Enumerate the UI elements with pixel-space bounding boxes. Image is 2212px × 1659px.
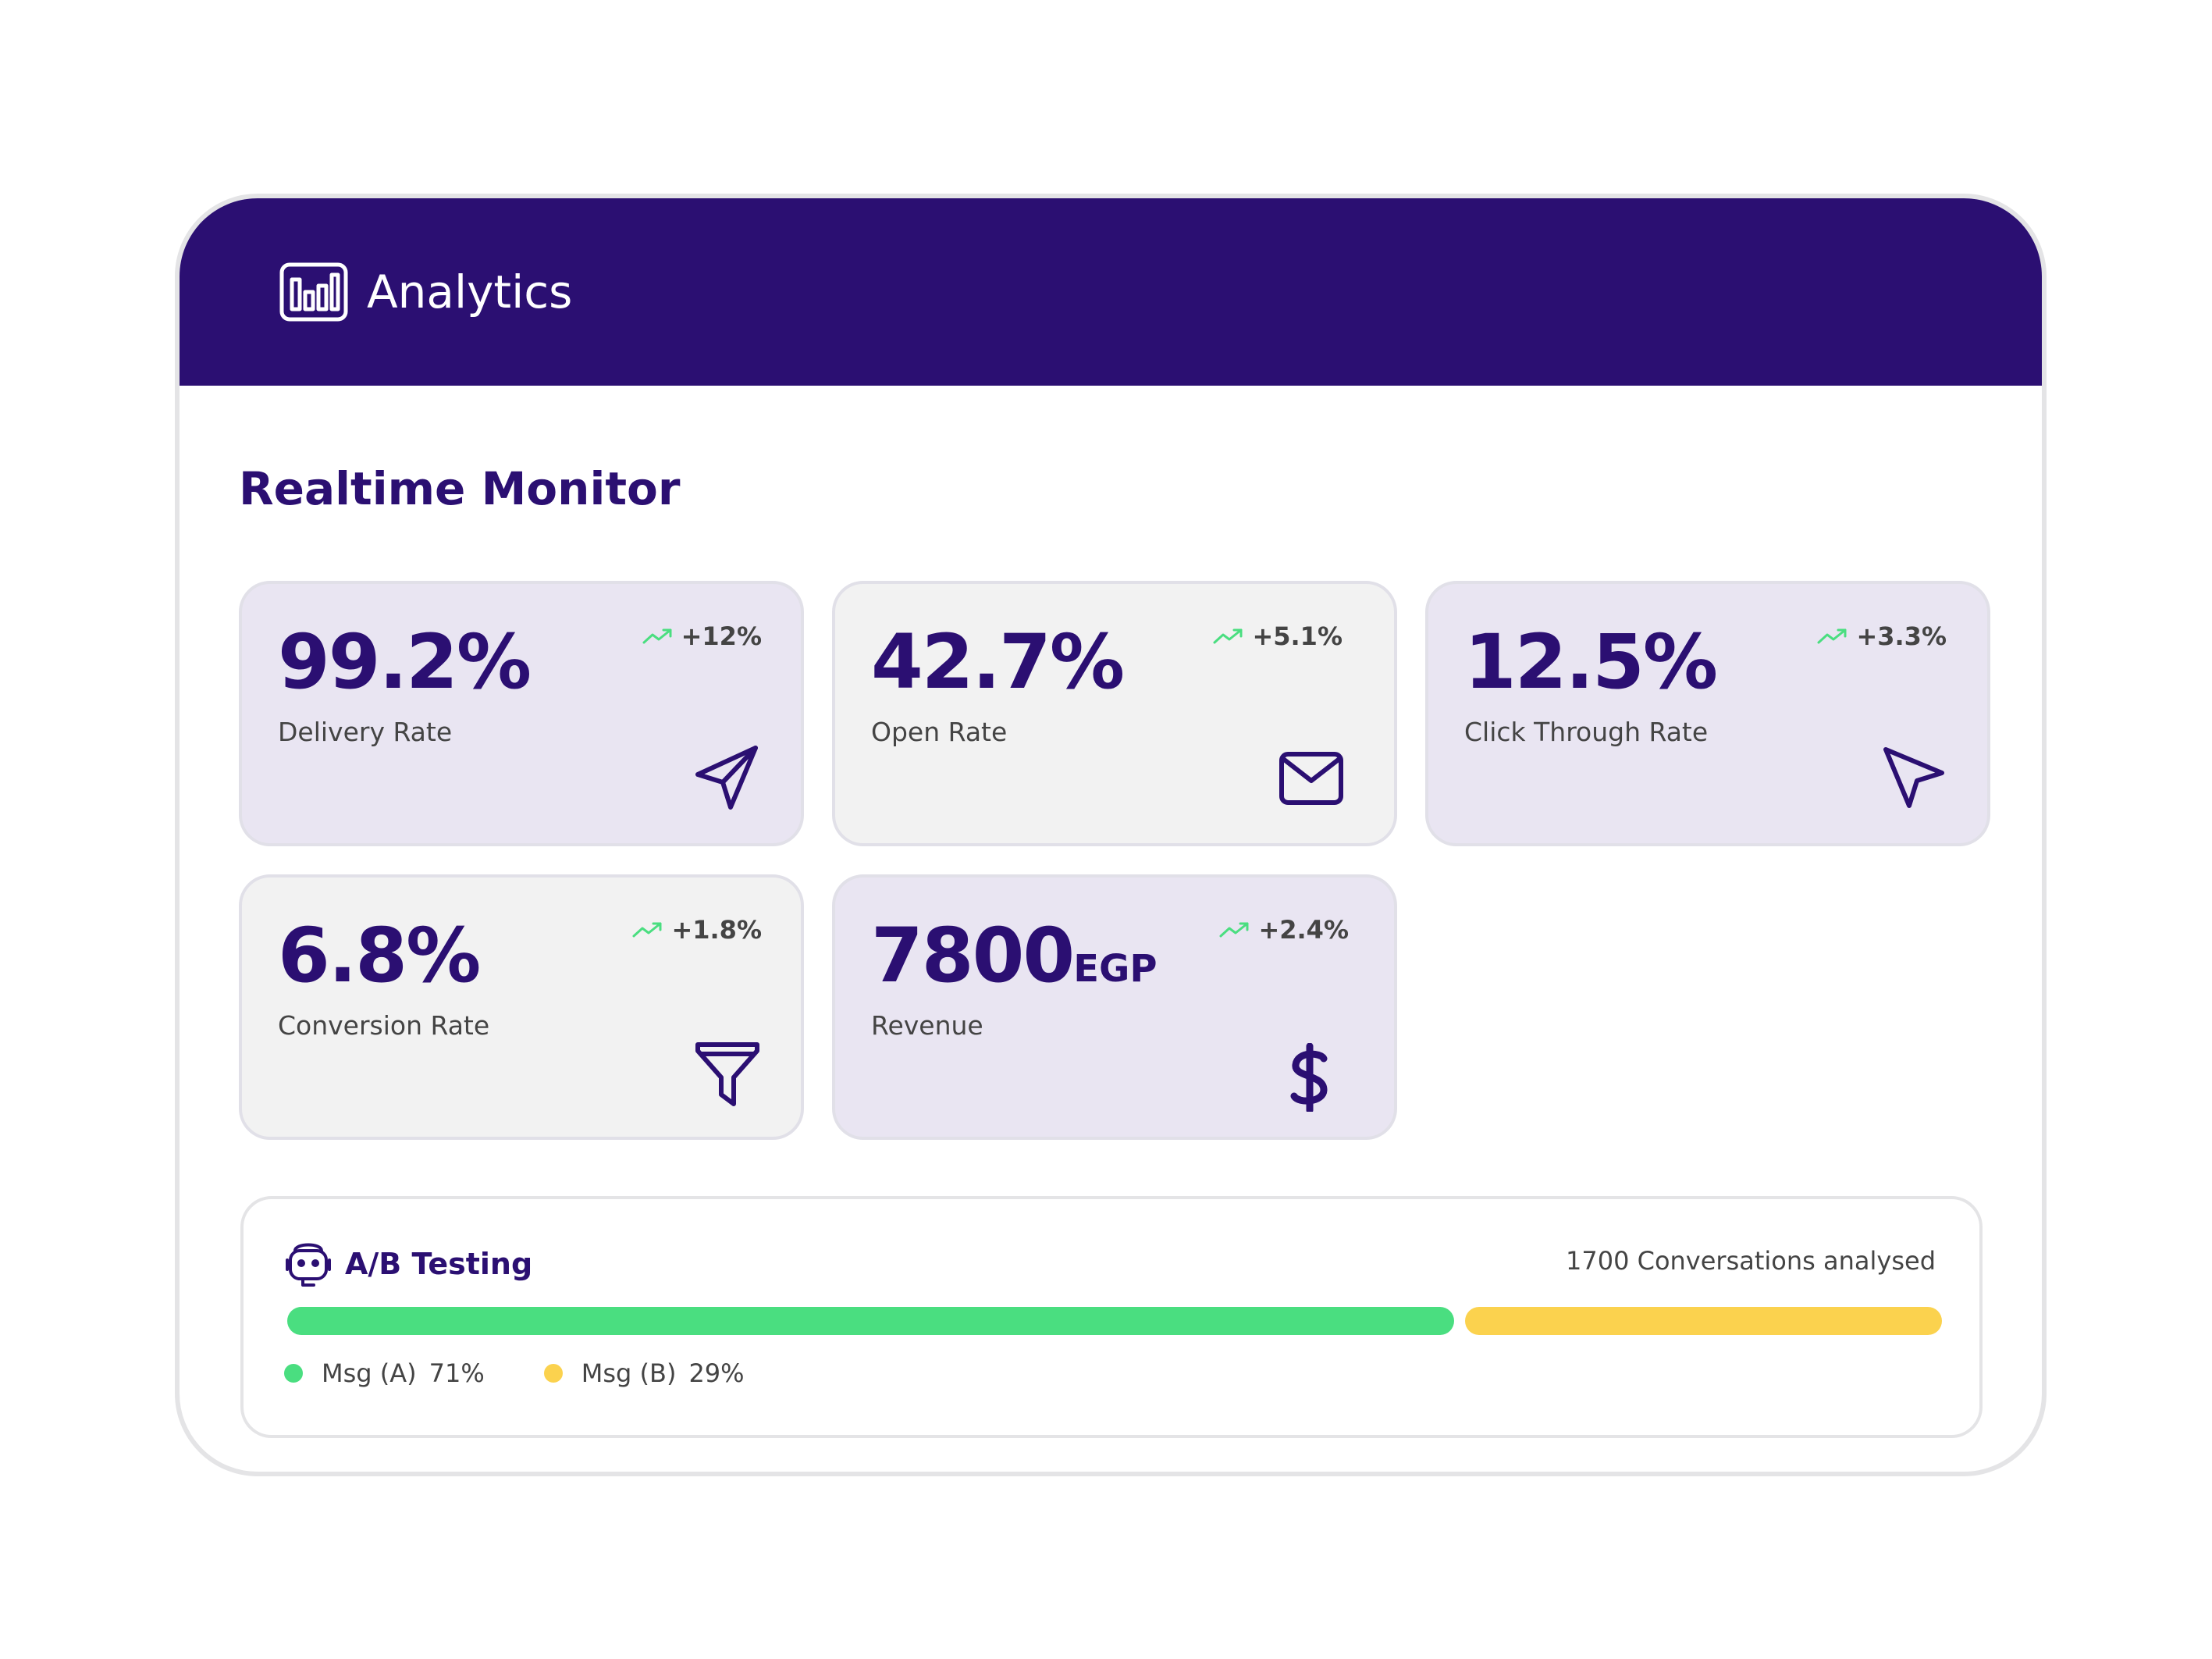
legend-item-msg-a: Msg (A) 71% — [284, 1358, 485, 1388]
robot-icon — [284, 1240, 333, 1288]
analytics-header: Analytics — [180, 198, 2042, 386]
trend-value: +12% — [681, 621, 762, 651]
trend-badge: +5.1% — [1213, 621, 1342, 651]
legend-label: Msg (A) — [322, 1358, 417, 1388]
conversations-count: 1700 Conversations analysed — [1565, 1246, 1936, 1276]
metric-label: Click Through Rate — [1464, 717, 1709, 747]
mail-icon — [1277, 743, 1346, 812]
trend-value: +3.3% — [1856, 621, 1947, 651]
cursor-icon — [1879, 743, 1948, 812]
ab-testing-panel: A/B Testing 1700 Conversations analysed … — [240, 1196, 1983, 1438]
ab-testing-header: A/B Testing — [284, 1240, 532, 1288]
metric-label: Revenue — [871, 1010, 983, 1041]
trend-up-icon — [1817, 628, 1848, 645]
trend-up-icon — [642, 628, 674, 645]
trend-up-icon — [1213, 628, 1244, 645]
trend-badge: +12% — [642, 621, 762, 651]
trend-up-icon — [632, 921, 663, 938]
legend-percent: 71% — [429, 1358, 485, 1388]
metric-label: Conversion Rate — [278, 1010, 490, 1041]
metric-card-conversion-rate[interactable]: 6.8% Conversion Rate +1.8% — [239, 874, 804, 1140]
metric-value: 7800EGP — [871, 912, 1158, 999]
metric-unit: EGP — [1073, 947, 1158, 991]
metric-label: Delivery Rate — [278, 717, 453, 747]
metric-label: Open Rate — [871, 717, 1008, 747]
metric-card-open-rate[interactable]: 42.7% Open Rate +5.1% — [832, 581, 1397, 846]
legend-item-msg-b: Msg (B) 29% — [543, 1358, 745, 1388]
bar-chart-icon — [279, 262, 348, 322]
legend-label: Msg (B) — [581, 1358, 677, 1388]
progress-bar-msg-b — [1465, 1307, 1942, 1335]
analytics-panel: Analytics Realtime Monitor 99.2% Deliver… — [175, 194, 2047, 1476]
legend-percent: 29% — [688, 1358, 745, 1388]
funnel-icon — [693, 1040, 762, 1109]
trend-value: +1.8% — [671, 915, 762, 945]
ab-legend: Msg (A) 71% Msg (B) 29% — [284, 1358, 804, 1388]
trend-value: +2.4% — [1258, 915, 1349, 945]
dollar-icon — [1275, 1043, 1344, 1112]
trend-up-icon — [1219, 921, 1250, 938]
metric-value: 99.2% — [278, 618, 532, 706]
ab-testing-title: A/B Testing — [345, 1247, 533, 1281]
metric-card-revenue[interactable]: 7800EGP Revenue +2.4% — [832, 874, 1397, 1140]
yellow-dot-icon — [543, 1364, 563, 1383]
progress-bar-msg-a — [287, 1307, 1454, 1335]
metric-card-delivery-rate[interactable]: 99.2% Delivery Rate +12% — [239, 581, 804, 846]
metric-value: 42.7% — [871, 618, 1125, 706]
app-title: Analytics — [367, 265, 573, 319]
trend-badge: +3.3% — [1817, 621, 1947, 651]
metric-value: 6.8% — [278, 912, 481, 999]
trend-badge: +1.8% — [632, 915, 762, 945]
section-title: Realtime Monitor — [239, 462, 681, 515]
green-dot-icon — [284, 1364, 303, 1383]
send-icon — [693, 743, 762, 812]
metric-card-click-through-rate[interactable]: 12.5% Click Through Rate +3.3% — [1425, 581, 1990, 846]
metric-value: 12.5% — [1464, 618, 1718, 706]
trend-badge: +2.4% — [1219, 915, 1349, 945]
trend-value: +5.1% — [1252, 621, 1342, 651]
